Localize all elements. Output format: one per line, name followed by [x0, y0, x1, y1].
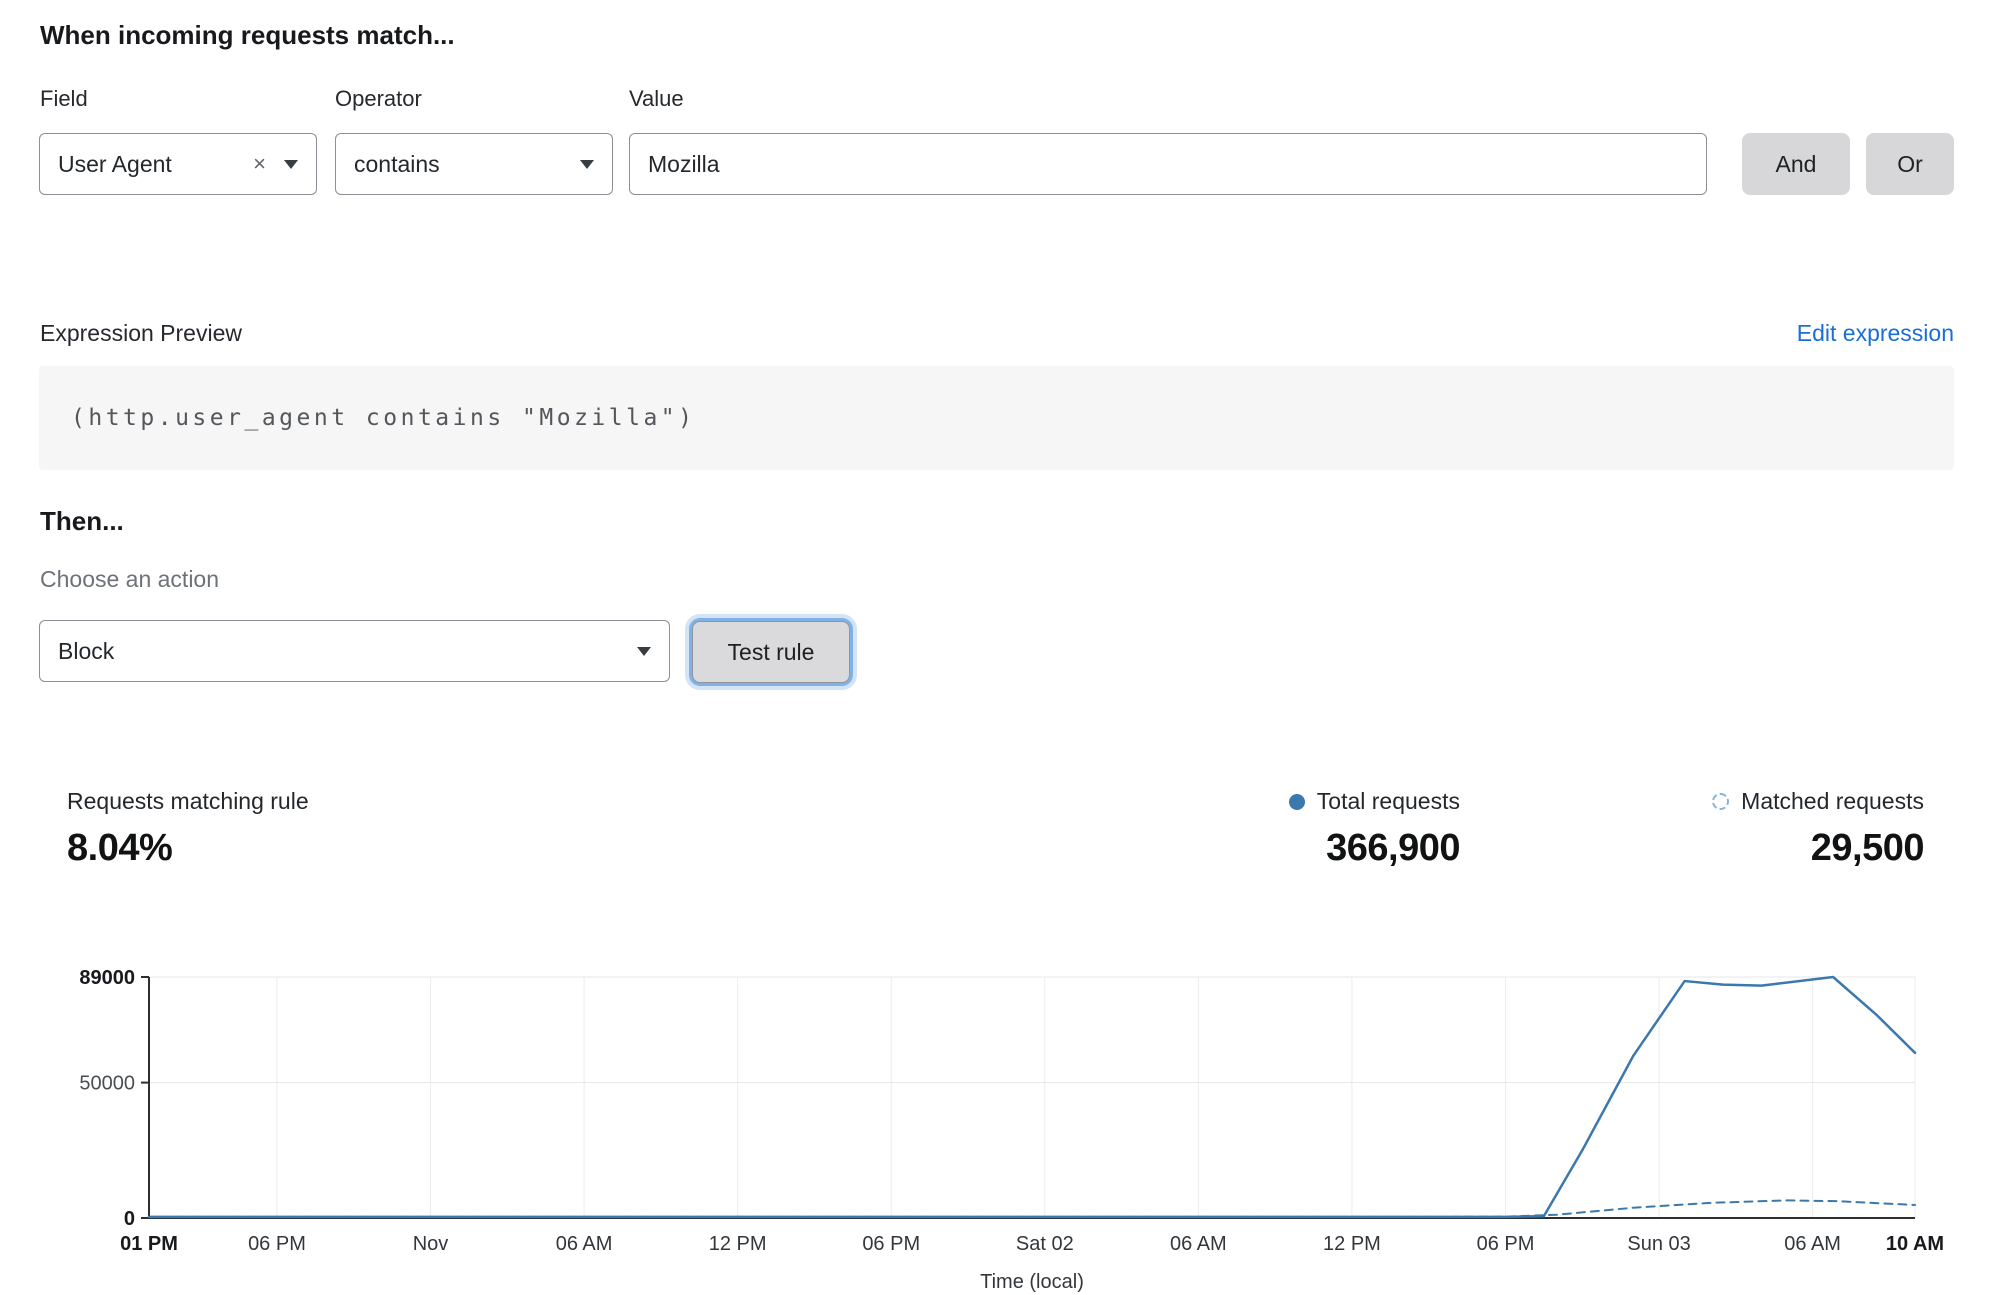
operator-select[interactable]: contains	[335, 133, 613, 195]
chevron-down-icon	[284, 159, 298, 169]
expression-preview-box: (http.user_agent contains "Mozilla")	[39, 366, 1954, 470]
field-select[interactable]: User Agent ×	[39, 133, 317, 195]
svg-text:0: 0	[124, 1208, 135, 1230]
svg-text:89000: 89000	[79, 967, 135, 989]
value-input[interactable]	[629, 133, 1707, 195]
matched-requests-legend-icon	[1712, 793, 1730, 810]
expression-preview-label: Expression Preview	[40, 320, 242, 346]
svg-text:Nov: Nov	[413, 1233, 449, 1255]
edit-expression-link[interactable]: Edit expression	[1796, 320, 1954, 346]
requests-matching-label: Requests matching rule	[67, 788, 309, 814]
or-button[interactable]: Or	[1866, 133, 1954, 195]
total-requests-stat: Total requests 366,900	[1288, 788, 1461, 870]
clear-icon[interactable]: ×	[253, 151, 266, 176]
svg-text:Sat 02: Sat 02	[1016, 1233, 1074, 1255]
expression-code: (http.user_agent contains "Mozilla")	[71, 405, 696, 431]
svg-text:12 PM: 12 PM	[1323, 1233, 1381, 1255]
svg-text:06 PM: 06 PM	[1477, 1233, 1535, 1255]
action-select[interactable]: Block	[39, 620, 670, 682]
requests-matching-stat: Requests matching rule 8.04%	[67, 788, 309, 870]
field-select-value: User Agent	[58, 150, 172, 177]
svg-text:50000: 50000	[79, 1073, 135, 1095]
test-rule-button[interactable]: Test rule	[692, 621, 850, 683]
total-requests-label: Total requests	[1316, 788, 1460, 814]
value-label: Value	[629, 86, 684, 111]
svg-text:12 PM: 12 PM	[709, 1233, 767, 1255]
requests-matching-value: 8.04%	[67, 827, 173, 869]
operator-select-value: contains	[354, 150, 440, 177]
choose-action-label: Choose an action	[40, 566, 220, 592]
then-heading: Then...	[40, 506, 124, 536]
svg-text:Time (local): Time (local)	[980, 1271, 1084, 1293]
chevron-down-icon	[637, 646, 651, 656]
svg-text:06 AM: 06 AM	[556, 1233, 613, 1255]
action-select-value: Block	[58, 637, 115, 664]
operator-label: Operator	[335, 86, 422, 111]
field-label: Field	[40, 86, 88, 111]
svg-text:06 PM: 06 PM	[862, 1233, 920, 1255]
svg-text:10 AM: 10 AM	[1886, 1233, 1944, 1255]
total-requests-legend-icon	[1288, 793, 1305, 810]
svg-text:01 PM: 01 PM	[120, 1233, 178, 1255]
matched-requests-value: 29,500	[1810, 827, 1925, 869]
page-title: When incoming requests match...	[40, 20, 455, 50]
requests-chart: 0 50000 89000 01 PM 06 PM Nov 06 AM 12 PM 06 PM S…	[79, 967, 1944, 1293]
and-button[interactable]: And	[1742, 133, 1850, 195]
svg-text:06 AM: 06 AM	[1170, 1233, 1227, 1255]
svg-text:06 PM: 06 PM	[248, 1233, 306, 1255]
matched-requests-label: Matched requests	[1741, 788, 1924, 814]
total-requests-value: 366,900	[1326, 827, 1460, 869]
chevron-down-icon	[580, 159, 594, 169]
svg-text:06 AM: 06 AM	[1784, 1233, 1841, 1255]
matched-requests-stat: Matched requests 29,500	[1712, 788, 1924, 870]
svg-text:Sun 03: Sun 03	[1627, 1233, 1690, 1255]
